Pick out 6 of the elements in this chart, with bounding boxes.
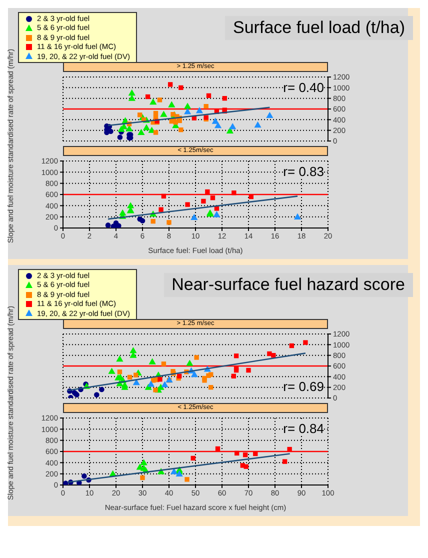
annotation: r= 0.83 xyxy=(283,164,324,179)
annotation: r= 0.40 xyxy=(283,80,324,95)
annotation: r= 0.84 xyxy=(283,421,324,436)
annotation: r= 0.69 xyxy=(283,379,324,394)
chart-title: Near-surface fuel hazard score xyxy=(164,273,413,297)
chart-title: Surface fuel load (t/ha) xyxy=(225,16,413,40)
